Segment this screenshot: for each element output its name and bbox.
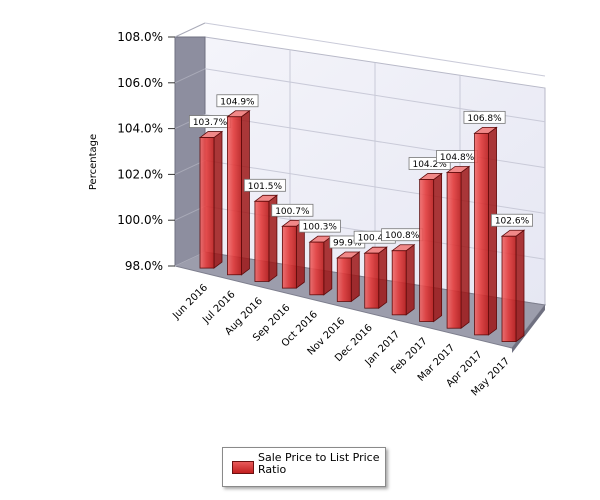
data-label-9: 104.8%	[440, 153, 475, 163]
data-label-box-2	[243, 178, 286, 192]
floor-edge	[512, 305, 545, 353]
data-label-box-1	[216, 94, 259, 108]
bar-front-10	[474, 132, 489, 336]
bar-front-11	[501, 235, 517, 342]
data-label-8: 104.2%	[412, 160, 447, 170]
legend-label: Sale Price to List Price Ratio	[258, 451, 380, 476]
bar-front-8	[419, 179, 435, 322]
bar-front-9	[446, 172, 462, 329]
bar-side-7	[405, 243, 415, 316]
data-label-5: 99.9%	[333, 238, 362, 248]
bar-side-10	[488, 126, 497, 336]
bar-4: 100.3%	[298, 219, 341, 296]
data-label-3: 100.7%	[275, 207, 310, 217]
bar-7: 100.8%	[381, 228, 424, 316]
bar-front-6	[364, 252, 380, 309]
y-tick-label-0: 98.0%	[125, 259, 163, 273]
y-tick-label-5: 108.0%	[117, 30, 163, 44]
data-label-4: 100.3%	[303, 223, 338, 233]
bar-front-0	[199, 137, 215, 269]
bar-side-6	[378, 246, 388, 309]
bar-2: 101.5%	[243, 178, 286, 283]
gridline-left-5	[174, 22, 206, 38]
data-label-6: 100.4%	[358, 234, 393, 244]
y-tick-label-1: 100.0%	[117, 213, 163, 227]
legend-swatch-sale-price-ratio	[232, 461, 254, 474]
data-label-box-11	[490, 213, 533, 227]
y-axis-title: Percentage	[88, 134, 99, 190]
bar-side-1	[241, 109, 250, 276]
data-label-10: 106.8%	[467, 114, 502, 124]
bar-3: 100.7%	[271, 203, 314, 289]
bar-10: 106.8%	[463, 110, 506, 336]
bar-side-11	[515, 229, 525, 343]
data-label-7: 100.8%	[385, 231, 420, 241]
y-tick-label-2: 102.0%	[117, 167, 163, 181]
data-label-box-4	[298, 219, 341, 233]
data-label-0: 103.7%	[193, 118, 228, 128]
bars: 103.7% 104.9% 101.5% 100.7% 100.3% 99.9%100.4…	[188, 94, 533, 343]
bar-side-9	[460, 165, 470, 330]
bar-side-0	[213, 130, 223, 269]
bar-side-5	[350, 251, 360, 303]
bar-side-8	[433, 172, 443, 323]
bar-9: 104.8%	[436, 150, 479, 330]
bar-8: 104.2%	[408, 157, 451, 323]
bar-1: 104.9%	[216, 94, 259, 276]
data-label-box-3	[271, 203, 314, 217]
bar-0: 103.7%	[188, 115, 231, 269]
bar-front-3	[281, 225, 297, 289]
bar-front-2	[254, 200, 270, 282]
gridline-left-4	[174, 68, 206, 84]
data-label-box-10	[463, 110, 506, 124]
bar-front-1	[227, 116, 242, 276]
data-label-2: 101.5%	[248, 182, 283, 192]
bar-front-4	[309, 241, 325, 296]
y-tick-label-4: 106.0%	[117, 76, 163, 90]
bar-front-7	[391, 250, 407, 316]
legend: Sale Price to List Price Ratio	[222, 447, 386, 487]
bar-front-5	[336, 257, 352, 302]
gridline-back-5	[204, 22, 546, 77]
bar-11: 102.6%	[490, 213, 533, 343]
data-label-11: 102.6%	[495, 217, 530, 227]
data-label-1: 104.9%	[220, 97, 255, 107]
y-axis: 98.0% 100.0% 102.0% 104.0% 106.0% 108.0%	[117, 30, 175, 273]
y-tick-label-3: 104.0%	[117, 122, 163, 136]
